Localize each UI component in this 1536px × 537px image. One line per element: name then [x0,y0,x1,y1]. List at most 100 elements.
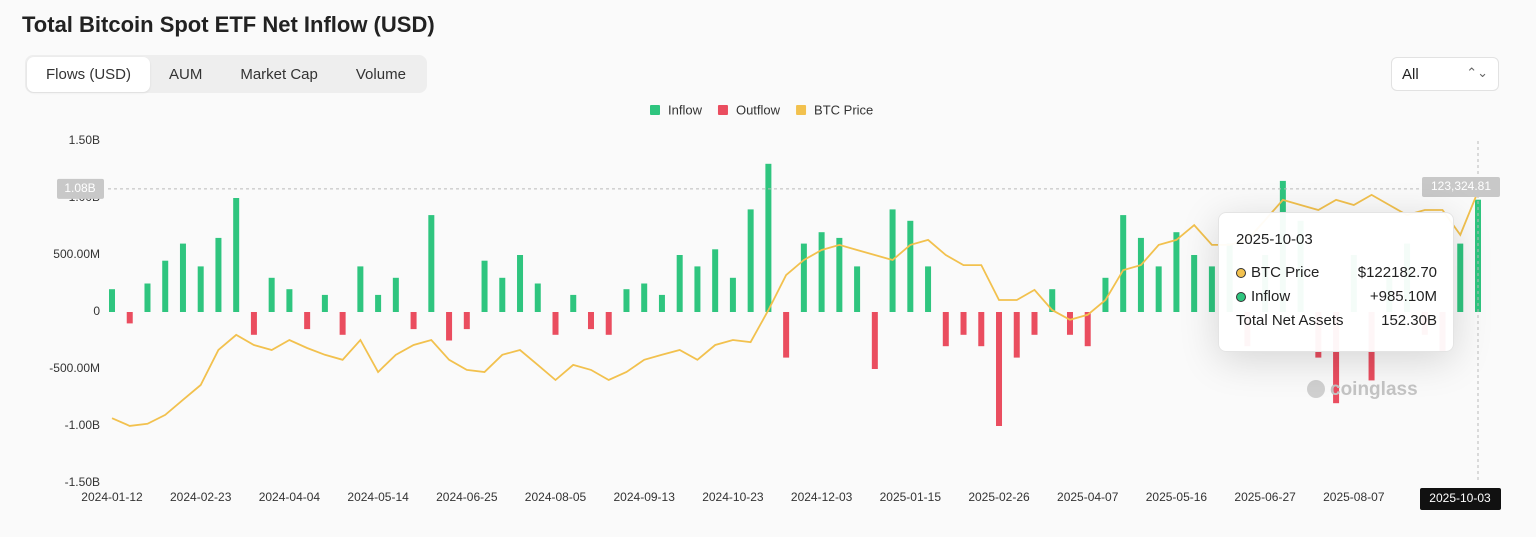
y-tick-label: -500.00M [49,361,100,375]
x-tick-label: 2025-04-07 [1057,490,1119,504]
bar [800,243,807,312]
x-tick-label: 2025-06-27 [1234,490,1296,504]
bar [304,312,311,330]
tooltip-row-left: Total Net Assets [1236,312,1344,329]
tooltip-value: $122182.70 [1357,263,1437,281]
x-tick-label: 2024-10-23 [702,490,764,504]
bar [1208,266,1215,312]
bar [268,277,275,312]
bar [765,163,772,312]
bar [375,294,382,312]
tooltip-label: Total Net Assets [1236,311,1344,329]
bar [942,312,949,347]
chart-title: Total Bitcoin Spot ETF Net Inflow (USD) [22,12,435,37]
bar [410,312,417,330]
bar [623,289,630,312]
tooltip-label: Inflow [1251,287,1291,305]
crosshair-y-box [57,178,104,199]
x-tick-label: 2024-02-23 [170,490,232,504]
bar [1137,237,1144,312]
bar [658,294,665,312]
bar [215,237,222,312]
bar [499,277,506,312]
y-tick-label: -1.00B [65,418,100,432]
bar [694,266,701,312]
legend-label: Inflow [668,102,703,117]
bar [321,294,328,312]
bar [605,312,612,335]
bar [1013,312,1020,358]
x-tick-label: 2024-08-05 [525,490,587,504]
bar [126,312,133,324]
tooltip-value: +985.10M [1369,287,1437,305]
bar [1031,312,1038,335]
bar [871,312,878,369]
y-tick-label: 0 [93,304,100,318]
tooltip-date: 2025-10-03 [1236,231,1313,248]
bar [1084,312,1091,347]
bar [286,289,293,312]
tooltip-row: Total Net Assets 152.30B [1236,308,1437,332]
bar [587,312,594,330]
bar [854,266,861,312]
bar [712,249,719,312]
bar [1049,289,1056,312]
bar [463,312,470,330]
bar [1102,277,1109,312]
legend-swatch [650,105,660,115]
bar [481,260,488,312]
bar [1457,243,1464,312]
legend-swatch [796,105,807,115]
y-tick-label: 1.50B [69,133,100,147]
bar [1173,232,1180,312]
crosshair-y2-box [1422,177,1500,198]
bar [978,312,985,347]
y-tick-label: 500.00M [53,247,100,261]
bar [357,266,364,312]
tab[interactable]: Market Cap [240,65,318,83]
legend-swatch [717,105,728,115]
crosshair-x-label: 2025-10-03 [1429,491,1491,505]
tooltip-row: BTC Price $122182.70 [1236,260,1437,284]
tooltip-row-left: Inflow [1236,288,1290,305]
bar [428,215,435,312]
bar [818,232,825,312]
tooltip-row: Inflow +985.10M [1236,284,1437,308]
tab[interactable]: Flows (USD) [27,56,150,92]
x-tick-label: 2024-06-25 [436,490,498,504]
tab[interactable]: AUM [169,65,203,83]
bar [1120,215,1127,312]
bar [676,255,683,312]
bar [1333,312,1340,404]
bar [570,294,577,312]
tab-bar: Flows (USD) AUM Market Cap Volume [25,55,427,93]
crosshair-y2-label: 123,324.81 [1431,179,1491,193]
bar [747,209,754,312]
bar [552,312,559,335]
tooltip-label: BTC Price [1251,263,1320,281]
x-tick-label: 2024-12-03 [791,490,853,504]
tooltip-row-left: BTC Price [1236,264,1319,281]
x-tick-label: 2025-01-15 [880,490,942,504]
bar [144,283,151,312]
bar [783,312,790,358]
x-tick-label: 2025-02-26 [968,490,1030,504]
bar [446,312,453,341]
bar [109,289,115,312]
legend-label: Outflow [736,102,781,117]
bar [339,312,346,335]
y-tick-label: -1.50B [65,475,100,489]
bar [179,243,186,312]
bar [925,266,932,312]
x-tick-label: 2024-05-14 [347,490,409,504]
range-select[interactable]: All ⌃⌄ [1391,57,1499,91]
tab[interactable]: Volume [355,65,406,83]
tooltip-value: 152.30B [1381,311,1437,329]
x-tick-label: 2024-09-13 [614,490,676,504]
tooltip-dot [1236,291,1246,302]
x-tick-label: 2025-05-16 [1146,490,1208,504]
watermark: coinglass [1330,379,1418,400]
bar [392,277,399,312]
watermark-icon [1307,380,1325,398]
x-tick-label: 2024-01-12 [81,490,143,504]
